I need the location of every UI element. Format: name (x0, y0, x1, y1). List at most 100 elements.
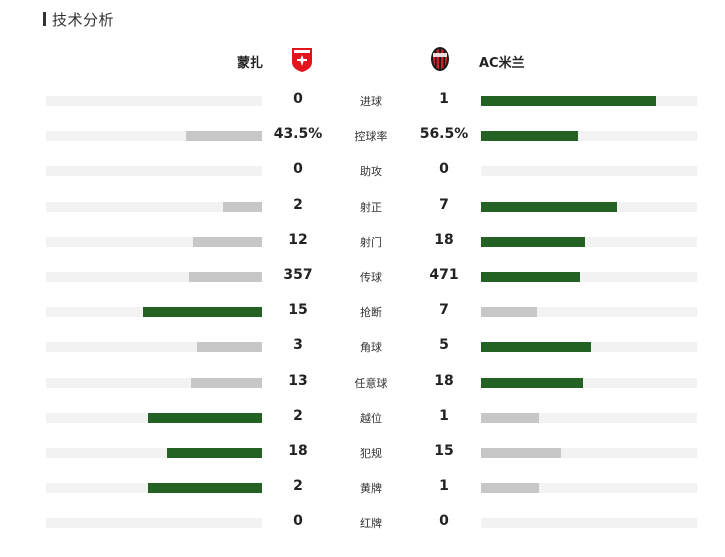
home-bar-track (46, 378, 262, 388)
home-bar-track (46, 342, 262, 352)
home-stat-value: 0 (293, 91, 303, 107)
home-bar-track (46, 448, 262, 458)
stat-label: 射门 (360, 236, 382, 249)
away-bar-track (481, 378, 697, 388)
home-stat-value: 0 (293, 513, 303, 529)
away-bar-track (481, 342, 697, 352)
away-team-name[interactable]: AC米兰 (479, 56, 525, 71)
away-stat-value: 1 (439, 478, 449, 494)
away-bar-fill (481, 342, 591, 352)
home-bar-fill (148, 483, 262, 493)
away-stat-value: 1 (439, 91, 449, 107)
home-bar-track (46, 96, 262, 106)
home-bar-fill (193, 237, 262, 247)
home-stat-value: 2 (293, 408, 303, 424)
away-stat-value: 56.5% (419, 126, 469, 142)
stat-row: 0 助攻 0 (0, 159, 725, 183)
away-bar-fill (481, 378, 583, 388)
away-bar-track (481, 166, 697, 176)
home-stat-value: 2 (293, 478, 303, 494)
away-bar-fill (481, 413, 539, 423)
away-bar-track (481, 413, 697, 423)
home-team-name[interactable]: 蒙扎 (236, 56, 263, 71)
away-bar-fill (481, 131, 578, 141)
monza-crest-icon[interactable] (291, 46, 313, 73)
home-stat-value: 12 (288, 232, 308, 248)
away-stat-value: 15 (434, 443, 454, 459)
away-stat-value: 0 (439, 513, 449, 529)
home-bar-track (46, 413, 262, 423)
away-bar-fill (481, 96, 656, 106)
away-stat-value: 18 (434, 373, 454, 389)
away-bar-track (481, 237, 697, 247)
home-bar-track (46, 272, 262, 282)
stat-label: 任意球 (354, 377, 388, 390)
section-title: 技术分析 (52, 10, 115, 29)
stat-label: 黄牌 (360, 482, 382, 495)
stat-label: 角球 (360, 341, 382, 354)
stat-label: 犯规 (360, 447, 382, 460)
home-bar-track (46, 518, 262, 528)
stat-row: 12 射门 18 (0, 230, 725, 254)
stat-row: 2 黄牌 1 (0, 476, 725, 500)
away-stat-value: 1 (439, 408, 449, 424)
stat-row: 13 任意球 18 (0, 371, 725, 395)
home-stat-value: 3 (293, 337, 303, 353)
home-stat-value: 2 (293, 197, 303, 213)
stat-row: 0 红牌 0 (0, 511, 725, 535)
away-bar-fill (481, 237, 585, 247)
stat-label: 进球 (360, 95, 382, 108)
stat-label: 红牌 (360, 517, 382, 530)
stat-row: 2 越位 1 (0, 406, 725, 430)
home-bar-fill (167, 448, 262, 458)
away-stat-value: 18 (434, 232, 454, 248)
home-bar-fill (197, 342, 262, 352)
home-bar-track (46, 307, 262, 317)
stat-label: 抢断 (360, 306, 382, 319)
away-bar-track (481, 483, 697, 493)
home-bar-fill (223, 202, 262, 212)
home-bar-track (46, 166, 262, 176)
away-stat-value: 7 (439, 197, 449, 213)
stat-row: 15 抢断 7 (0, 300, 725, 324)
stat-row: 3 角球 5 (0, 335, 725, 359)
home-bar-fill (143, 307, 262, 317)
home-bar-track (46, 131, 262, 141)
stat-label: 越位 (360, 412, 382, 425)
home-stat-value: 15 (288, 302, 308, 318)
away-bar-track (481, 96, 697, 106)
away-stat-value: 0 (439, 161, 449, 177)
away-bar-track (481, 272, 697, 282)
stat-row: 357 传球 471 (0, 265, 725, 289)
away-bar-fill (481, 483, 539, 493)
home-bar-track (46, 237, 262, 247)
away-bar-fill (481, 307, 537, 317)
section-header: 技术分析 (43, 9, 114, 29)
away-stat-value: 7 (439, 302, 449, 318)
section-accent-bar (43, 12, 46, 26)
home-stat-value: 43.5% (273, 126, 323, 142)
home-bar-fill (189, 272, 262, 282)
away-bar-fill (481, 272, 580, 282)
away-bar-fill (481, 448, 561, 458)
home-stat-value: 0 (293, 161, 303, 177)
stat-label: 射正 (360, 201, 382, 214)
away-stat-value: 471 (429, 267, 459, 283)
stat-row: 43.5% 控球率 56.5% (0, 124, 725, 148)
away-bar-track (481, 307, 697, 317)
away-bar-track (481, 131, 697, 141)
home-stat-value: 18 (288, 443, 308, 459)
stat-row: 2 射正 7 (0, 195, 725, 219)
home-bar-track (46, 202, 262, 212)
stat-row: 18 犯规 15 (0, 441, 725, 465)
home-stat-value: 357 (283, 267, 313, 283)
stat-row: 0 进球 1 (0, 89, 725, 113)
home-bar-fill (148, 413, 262, 423)
ac-milan-crest-icon[interactable] (430, 46, 450, 72)
home-bar-fill (191, 378, 262, 388)
home-stat-value: 13 (288, 373, 308, 389)
away-bar-track (481, 202, 697, 212)
stat-label: 控球率 (354, 130, 388, 143)
away-bar-track (481, 518, 697, 528)
away-bar-track (481, 448, 697, 458)
